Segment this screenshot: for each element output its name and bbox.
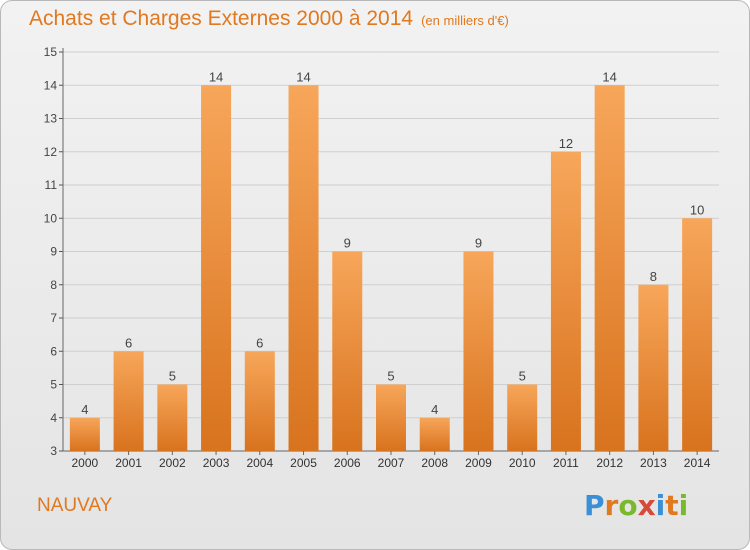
data-label-2001: 6 bbox=[125, 335, 132, 350]
bar-2008 bbox=[419, 417, 450, 451]
data-label-2010: 5 bbox=[519, 369, 526, 384]
y-tick-label: 5 bbox=[50, 378, 57, 392]
y-tick-label: 11 bbox=[45, 178, 58, 192]
x-tick-label-2002: 2002 bbox=[159, 456, 186, 470]
x-tick-label-2003: 2003 bbox=[203, 456, 230, 470]
y-tick-label: 8 bbox=[50, 278, 57, 292]
x-tick-label-2006: 2006 bbox=[334, 456, 361, 470]
data-label-2009: 9 bbox=[475, 236, 482, 251]
chart-unit: (en milliers d'€) bbox=[421, 13, 509, 28]
y-tick-label: 7 bbox=[50, 311, 57, 325]
bar-2013 bbox=[638, 284, 669, 451]
x-tick-label-2011: 2011 bbox=[553, 456, 579, 470]
bar-2004 bbox=[244, 351, 275, 451]
bar-2011 bbox=[550, 151, 581, 451]
bar-2001 bbox=[113, 351, 144, 451]
data-label-2004: 6 bbox=[256, 335, 263, 350]
bar-2012 bbox=[594, 85, 625, 451]
bar-2000 bbox=[69, 417, 100, 451]
x-tick-label-2004: 2004 bbox=[246, 456, 273, 470]
bar-2003 bbox=[201, 85, 232, 451]
bar-2006 bbox=[332, 251, 363, 451]
data-label-2013: 8 bbox=[650, 269, 657, 284]
x-tick-label-2014: 2014 bbox=[684, 456, 711, 470]
data-label-2006: 9 bbox=[344, 236, 351, 251]
x-tick-label-2013: 2013 bbox=[640, 456, 667, 470]
y-tick-label: 13 bbox=[44, 112, 58, 126]
x-tick-label-2007: 2007 bbox=[378, 456, 405, 470]
label-layer: 4 2000 6 2001 5 2002 14 2003 6 2004 14 2005 9 2006 5 20… bbox=[72, 69, 711, 470]
x-tick-label-2009: 2009 bbox=[465, 456, 492, 470]
bar-2005 bbox=[288, 85, 319, 451]
y-tick-label: 12 bbox=[44, 145, 58, 159]
data-label-2014: 10 bbox=[690, 202, 704, 217]
logo-letter: i bbox=[678, 489, 689, 522]
data-label-2003: 14 bbox=[209, 69, 223, 84]
bar-2009 bbox=[463, 251, 494, 451]
commune-name: NAUVAY bbox=[37, 495, 113, 516]
x-tick-label-2001: 2001 bbox=[115, 456, 142, 470]
y-tick-label: 14 bbox=[44, 78, 58, 92]
bar-2010 bbox=[507, 384, 538, 451]
logo-letter: r bbox=[604, 489, 619, 522]
logo-letter: t bbox=[665, 489, 679, 522]
data-label-2011: 12 bbox=[559, 136, 573, 151]
axis-layer: 3 4 5 6 7 8 9 10 11 12 13 14 15 bbox=[44, 45, 719, 458]
bar-2002 bbox=[157, 384, 188, 451]
data-label-2002: 5 bbox=[169, 369, 176, 384]
x-tick-label-2005: 2005 bbox=[290, 456, 317, 470]
data-label-2005: 14 bbox=[296, 69, 310, 84]
y-tick-label: 6 bbox=[50, 344, 57, 358]
y-tick-label: 3 bbox=[50, 444, 57, 458]
chart-title: Achats et Charges Externes 2000 à 2014 (e… bbox=[29, 7, 509, 31]
data-label-2007: 5 bbox=[387, 369, 394, 384]
data-label-2008: 4 bbox=[431, 402, 438, 417]
x-tick-label-2012: 2012 bbox=[596, 456, 623, 470]
y-tick-label: 15 bbox=[44, 45, 58, 59]
logo-letter: P bbox=[584, 489, 605, 522]
y-tick-label: 9 bbox=[50, 245, 57, 259]
bar-2014 bbox=[682, 218, 713, 451]
logo-letter: x bbox=[637, 489, 656, 522]
y-tick-label: 10 bbox=[44, 211, 58, 225]
chart-title-text: Achats et Charges Externes 2000 à 2014 bbox=[29, 7, 414, 30]
bar-2007 bbox=[376, 384, 406, 451]
y-tick-label: 4 bbox=[50, 411, 57, 425]
x-tick-label-2000: 2000 bbox=[72, 456, 99, 470]
logo-letter: i bbox=[655, 489, 666, 522]
proxiti-logo[interactable]: Proxiti bbox=[584, 489, 688, 522]
data-label-2012: 14 bbox=[602, 69, 616, 84]
x-tick-label-2008: 2008 bbox=[421, 456, 448, 470]
data-label-2000: 4 bbox=[81, 402, 88, 417]
x-tick-label-2010: 2010 bbox=[509, 456, 536, 470]
bar-layer bbox=[69, 85, 713, 451]
logo-letter: o bbox=[618, 489, 638, 522]
